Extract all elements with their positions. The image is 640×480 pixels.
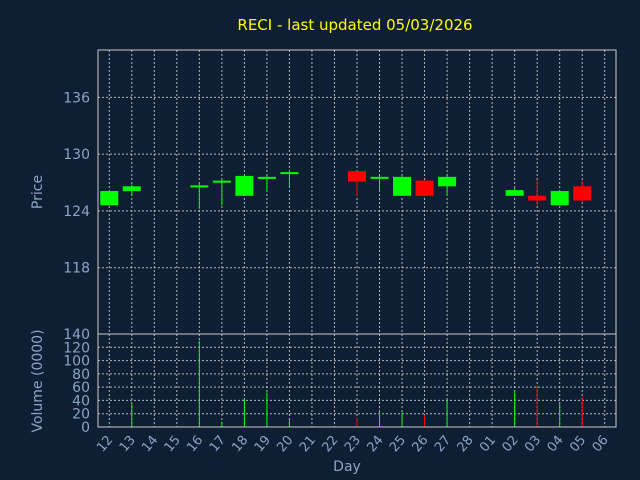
x-tick-label: 27	[432, 433, 454, 455]
x-tick-label: 24	[364, 433, 386, 455]
candle-body	[122, 186, 141, 192]
volume-y-tick-label: 80	[72, 367, 90, 383]
volume-y-tick-label: 100	[63, 354, 90, 370]
candle-body	[415, 180, 434, 196]
candle-body	[348, 171, 366, 182]
x-tick-label: 12	[94, 433, 116, 455]
candle-body	[235, 175, 254, 196]
volume-y-tick-label: 20	[72, 407, 90, 423]
volume-y-tick-label: 0	[81, 420, 90, 436]
candle-body	[505, 190, 524, 196]
x-tick-label: 06	[590, 433, 612, 455]
x-tick-label: 16	[184, 433, 206, 455]
volume-y-axis-label: Volume (0000)	[30, 329, 46, 432]
candle-body	[212, 180, 231, 183]
price-y-axis-label: Price	[30, 175, 46, 209]
price-y-tick-label: 136	[63, 90, 90, 106]
x-tick-label: 15	[162, 433, 184, 455]
price-y-tick-label: 118	[63, 261, 90, 277]
x-tick-label: 04	[545, 433, 567, 455]
price-candles	[100, 170, 592, 210]
x-tick-label: 23	[342, 433, 364, 455]
x-tick-label: 18	[229, 433, 251, 455]
price-y-tick-label: 124	[63, 204, 90, 220]
volume-y-tick-label: 120	[63, 340, 90, 356]
volume-y-tick-label: 140	[63, 327, 90, 343]
x-tick-label: 01	[477, 433, 499, 455]
x-tick-label: 25	[387, 433, 409, 455]
x-tick-label: 13	[117, 433, 139, 455]
candle-body	[100, 191, 119, 206]
x-tick-label: 19	[252, 433, 274, 455]
candle-body	[550, 191, 569, 206]
x-tick-label: 21	[297, 433, 319, 455]
chart-title: RECI - last updated 05/03/2026	[237, 16, 472, 34]
candle-body	[393, 176, 412, 196]
volume-bars	[131, 340, 583, 427]
x-tick-label: 05	[567, 433, 589, 455]
candle-body	[257, 176, 276, 179]
candle-body	[438, 176, 457, 187]
x-tick-label: 22	[319, 433, 341, 455]
x-tick-label: 02	[500, 433, 522, 455]
candle-body	[190, 185, 209, 188]
candle-body	[573, 186, 592, 201]
volume-y-tick-label: 40	[72, 393, 90, 409]
x-tick-label: 03	[522, 433, 544, 455]
candle-body	[370, 176, 389, 179]
candle-body	[528, 195, 547, 201]
x-tick-label: 20	[274, 433, 296, 455]
x-tick-label: 17	[207, 433, 229, 455]
x-tick-label: 14	[139, 433, 161, 455]
volume-gridlines	[98, 334, 616, 427]
x-tick-label: 28	[455, 433, 477, 455]
x-axis-ticks: 12 13 14 15 16 17 18 19 20 21 22 23 24 25 26 27 28 01 02 03…	[94, 433, 612, 455]
x-axis-label: Day	[333, 459, 361, 475]
price-y-tick-label: 130	[63, 147, 90, 163]
price-y-axis-ticks: 118 124 130 136	[63, 90, 90, 276]
volume-y-tick-label: 60	[72, 380, 90, 396]
candle-body	[280, 172, 299, 175]
x-tick-label: 26	[410, 433, 432, 455]
volume-panel-frame	[97, 333, 617, 428]
